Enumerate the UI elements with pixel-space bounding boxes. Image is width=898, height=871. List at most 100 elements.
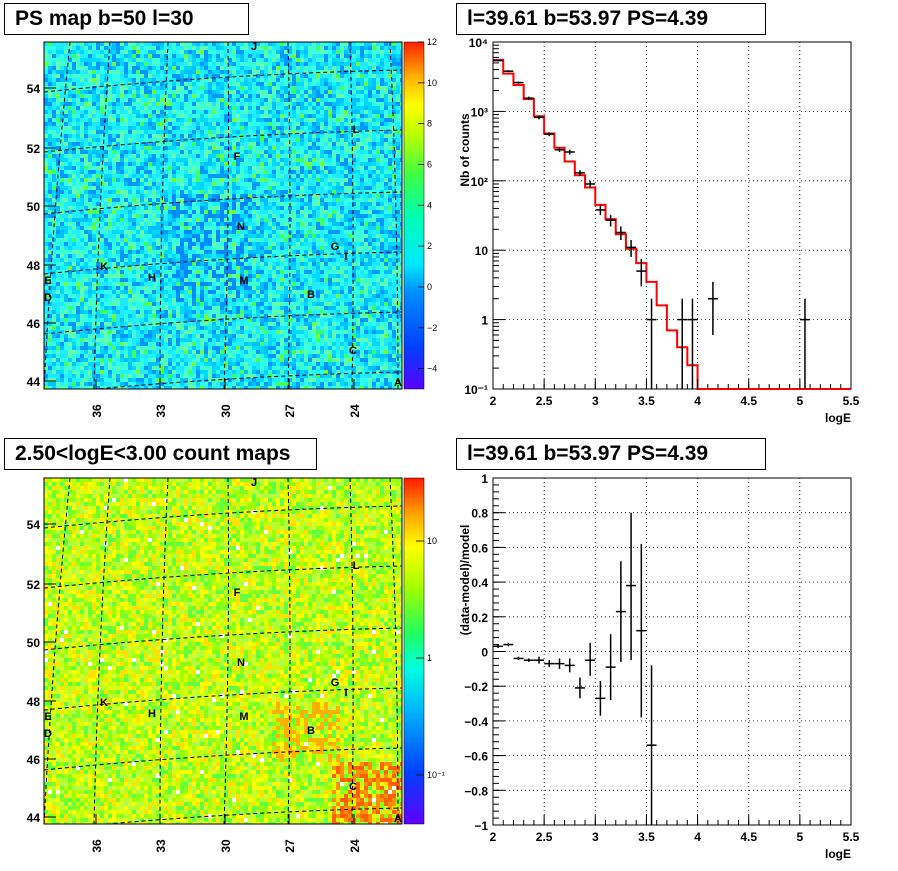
br-y-tick-label: −0.8 <box>464 784 488 798</box>
tl-y-tick-label: 52 <box>27 142 41 156</box>
spectrum-point <box>544 132 555 137</box>
tl-y-tick-label: 48 <box>27 259 41 273</box>
br-y-tick-label: 0.2 <box>471 611 488 625</box>
residual-point <box>626 512 637 661</box>
residual-point <box>646 665 657 825</box>
count-colorbar-label: 1 <box>427 653 432 663</box>
spectrum-point <box>534 115 545 120</box>
tl-x-tick-label: 24 <box>348 404 362 418</box>
bl-label-k: K <box>100 697 108 709</box>
bl-y-tick-label: 54 <box>27 518 41 532</box>
bl-y-tick-label: 50 <box>27 636 41 650</box>
spectrum-point <box>707 281 718 335</box>
tr-xlabel: logE <box>825 411 851 425</box>
residual-point <box>544 660 555 668</box>
bl-y-tick-label: 44 <box>27 811 41 825</box>
residual-point <box>534 656 545 664</box>
residual-point <box>554 658 565 669</box>
spectrum-point <box>513 81 524 84</box>
br-y-tick-label: 1 <box>481 472 488 486</box>
ps-colorbar-label: 2 <box>427 241 432 251</box>
residual-point <box>513 656 524 661</box>
count-map-title: 2.50<logE<3.00 count maps <box>4 438 317 470</box>
br-y-tick-label: 0 <box>481 646 488 660</box>
tl-x-tick-label: 33 <box>154 404 168 418</box>
bl-label-g: G <box>331 677 340 689</box>
spectrum-point <box>677 298 688 389</box>
count-colorbar-label: 10 <box>427 536 437 546</box>
bl-y-tick-label: 46 <box>27 753 41 767</box>
br-y-tick-label: 0.6 <box>471 541 488 555</box>
ps-colorbar-label: 6 <box>427 159 432 169</box>
tr-y-tick-label: 10² <box>471 175 488 189</box>
residual-point <box>615 561 626 662</box>
spectrum-point <box>595 205 606 216</box>
tl-y-tick-label: 46 <box>27 317 41 331</box>
tr-x-tick-label: 3.5 <box>638 394 655 408</box>
tl-label-n: N <box>237 221 245 233</box>
spectrum-point <box>554 147 565 153</box>
br-x-tick-label: 4.5 <box>740 830 757 844</box>
tl-label-b: B <box>307 289 315 301</box>
br-y-tick-label: −0.2 <box>464 680 488 694</box>
spectrum-title: l=39.61 b=53.97 PS=4.39 <box>456 3 766 35</box>
tr-y-tick-label: 10⁴ <box>469 36 488 50</box>
ps-colorbar-label: 4 <box>427 200 432 210</box>
br-y-tick-label: −1 <box>474 819 488 833</box>
model-step-line <box>493 59 851 390</box>
spectrum-point <box>585 180 596 188</box>
tl-label-k: K <box>100 261 108 273</box>
tl-x-tick-label: 27 <box>283 404 297 418</box>
bl-label-e: E <box>44 711 51 723</box>
br-x-tick-label: 3 <box>592 830 599 844</box>
tr-y-tick-label: 10⁻¹ <box>464 383 488 397</box>
br-ylabel: (data-model)/model <box>458 525 472 636</box>
tr-x-tick-label: 3 <box>592 394 599 408</box>
residual-point <box>574 677 585 699</box>
tr-y-tick-label: 10³ <box>471 105 488 119</box>
residual-point <box>503 642 514 647</box>
bl-label-b: B <box>307 725 315 737</box>
tl-label-h: H <box>148 272 156 284</box>
bl-x-tick-label: 24 <box>348 839 362 853</box>
count-colorbar-label: 10⁻¹ <box>427 770 445 780</box>
count-colorbar <box>403 477 425 825</box>
tr-x-tick-label: 2.5 <box>536 394 553 408</box>
bl-x-tick-label: 30 <box>219 839 233 853</box>
ps-colorbar-label: 12 <box>427 37 437 47</box>
tl-y-tick-label: 54 <box>27 82 41 96</box>
tl-x-tick-label: 36 <box>90 404 104 418</box>
tr-y-tick-label: 1 <box>481 314 488 328</box>
spectrum-point <box>564 149 575 155</box>
spectrum-point <box>626 240 637 257</box>
residual-title: l=39.61 b=53.97 PS=4.39 <box>456 438 766 470</box>
residual-point <box>636 543 647 718</box>
residual-point <box>523 658 534 662</box>
ps-colorbar-label: 10 <box>427 78 437 88</box>
bl-x-tick-label: 27 <box>283 839 297 853</box>
residual-point <box>585 642 596 676</box>
br-y-tick-label: −0.4 <box>464 715 488 729</box>
br-x-tick-label: 4 <box>694 830 701 844</box>
tr-y-tick-label: 10 <box>475 244 489 258</box>
tl-label-m: M <box>239 275 248 287</box>
bl-y-tick-label: 48 <box>27 695 41 709</box>
br-y-tick-label: −0.6 <box>464 750 488 764</box>
residual-point <box>605 634 616 701</box>
spectrum-point <box>493 59 504 62</box>
tl-label-f: F <box>234 151 241 163</box>
tl-label-a: A <box>394 377 402 389</box>
spectrum-point <box>799 298 810 389</box>
tr-x-tick-label: 5.5 <box>843 394 860 408</box>
spectrum-plot: 2 2.5 3 3.5 4 4.5 5 5.5 10⁻¹ 1 10 10² 10³ 10⁴ <box>464 36 859 408</box>
bl-label-l: L <box>353 560 360 572</box>
tl-y-tick-label: 44 <box>27 375 41 389</box>
tl-label-i: I <box>344 251 347 263</box>
count-map <box>43 477 403 825</box>
br-x-tick-label: 5.5 <box>843 830 860 844</box>
residual-plot: 2 2.5 3 3.5 4 4.5 5 5.5 −1 −0.8 −0.6 −0.4 −0.2 0 0.2 0.… <box>464 472 859 844</box>
tr-x-tick-label: 2 <box>490 394 497 408</box>
tl-x-tick-label: 30 <box>219 404 233 418</box>
tr-x-tick-label: 5 <box>797 394 804 408</box>
ps-colorbar-label: −2 <box>427 323 437 333</box>
